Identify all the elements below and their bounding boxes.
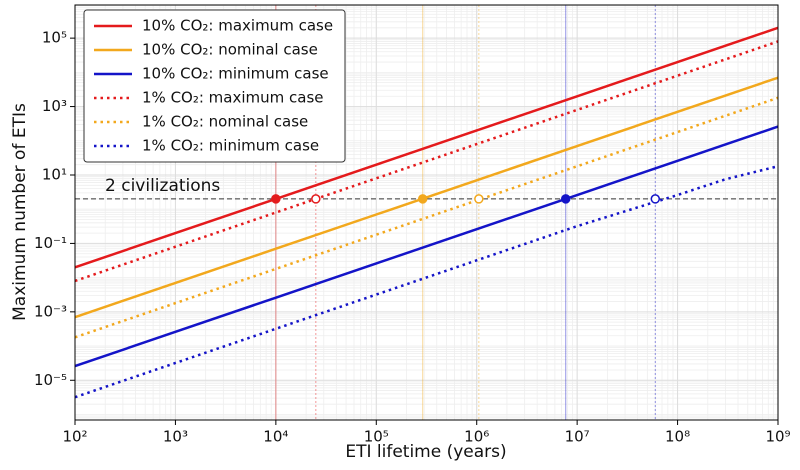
series-line (74, 40, 779, 283)
y-tick-label: 10⁻³ (34, 302, 67, 320)
x-tick-label: 10⁴ (263, 428, 288, 446)
x-axis-label: ETI lifetime (years) (345, 442, 506, 462)
legend-label: 1% CO₂: minimum case (142, 137, 319, 155)
x-tick-label: 10⁸ (665, 428, 690, 446)
marker (560, 194, 571, 204)
y-tick-label: 10³ (42, 97, 67, 115)
marker (474, 194, 484, 204)
plot-frame (74, 4, 779, 421)
legend-label: 10% CO₂: maximum case (142, 17, 333, 35)
y-tick-label: 10⁻⁵ (34, 371, 67, 389)
x-tick-label: 10² (62, 428, 87, 446)
series-line (74, 26, 779, 269)
series-line (74, 125, 779, 368)
y-tick-label: 10⁻¹ (34, 234, 67, 252)
x-tick-label: 10⁷ (565, 428, 590, 446)
y-tick-label: 10⁵ (42, 29, 67, 47)
legend-box (83, 9, 346, 163)
threshold-label: 2 civilizations (105, 176, 220, 196)
y-tick-label: 10¹ (42, 165, 67, 183)
marker (417, 194, 428, 204)
marker (311, 194, 321, 204)
y-axis-label: Maximum number of ETIs (10, 103, 30, 321)
legend-label: 10% CO₂: minimum case (142, 65, 329, 83)
marker (271, 194, 281, 204)
legend-label: 10% CO₂: nominal case (142, 41, 318, 59)
x-tick-label: 10³ (163, 428, 188, 446)
marker (650, 194, 661, 204)
legend-label: 1% CO₂: maximum case (142, 89, 324, 107)
series-line (74, 76, 779, 319)
series-line (74, 165, 779, 399)
x-tick-label: 10⁵ (364, 428, 389, 446)
legend-label: 1% CO₂: nominal case (142, 113, 308, 131)
x-tick-label: 10⁹ (765, 428, 790, 446)
x-tick-label: 10⁶ (464, 428, 489, 446)
